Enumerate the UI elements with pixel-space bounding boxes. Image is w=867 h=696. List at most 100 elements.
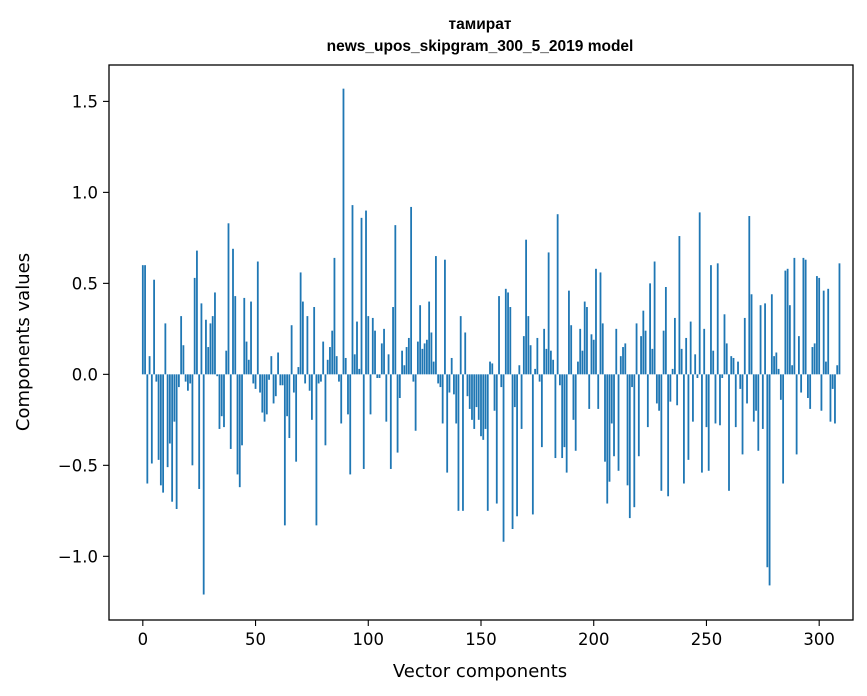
bar xyxy=(791,365,794,375)
x-axis-ticks: 0 50 100 150 200 250 300 xyxy=(138,620,835,649)
bar xyxy=(554,374,557,459)
bar xyxy=(829,374,832,422)
bar xyxy=(540,374,543,448)
bar xyxy=(261,374,264,413)
bar xyxy=(301,301,304,375)
bar xyxy=(180,316,183,375)
bar xyxy=(292,374,295,393)
bar xyxy=(678,236,681,375)
bar xyxy=(676,374,679,406)
bar xyxy=(502,374,505,542)
bar xyxy=(225,350,228,375)
bar xyxy=(198,374,201,489)
bar xyxy=(448,374,451,393)
bar xyxy=(664,287,667,375)
bar xyxy=(563,374,566,448)
bar xyxy=(250,301,252,375)
bar xyxy=(592,339,595,375)
bar xyxy=(516,374,518,517)
bar xyxy=(689,321,692,375)
bar xyxy=(430,332,433,375)
bar xyxy=(719,374,721,426)
bar xyxy=(635,323,638,375)
bar xyxy=(153,279,155,375)
bar xyxy=(209,323,212,375)
bar xyxy=(441,374,444,424)
bar xyxy=(196,250,198,375)
bar xyxy=(608,374,611,482)
bar xyxy=(162,374,165,493)
bar xyxy=(565,374,568,473)
bar xyxy=(432,361,435,375)
bar xyxy=(371,317,374,375)
bar xyxy=(556,214,559,375)
bar xyxy=(802,257,805,375)
bar xyxy=(741,374,744,455)
y-tick-label: −0.5 xyxy=(58,456,98,475)
bar xyxy=(549,350,552,375)
bar xyxy=(403,365,406,375)
bar xyxy=(349,374,352,475)
bar xyxy=(831,374,834,389)
bar xyxy=(277,352,279,375)
bar xyxy=(662,330,665,375)
bar xyxy=(358,368,361,375)
bar xyxy=(766,374,769,568)
bar xyxy=(507,292,509,375)
bar xyxy=(187,374,189,391)
bar xyxy=(624,343,627,375)
bar xyxy=(574,374,577,451)
bar xyxy=(651,348,654,375)
bar xyxy=(818,277,821,375)
bar xyxy=(628,374,631,519)
bar xyxy=(378,374,381,378)
bar xyxy=(482,374,485,440)
bar xyxy=(268,374,270,380)
bar xyxy=(412,374,415,382)
bar xyxy=(410,206,413,375)
bar xyxy=(710,265,712,375)
bar xyxy=(435,256,437,375)
bar xyxy=(392,307,394,375)
bar xyxy=(419,305,422,375)
bar xyxy=(308,374,311,391)
bar xyxy=(604,374,606,462)
y-axis-label: Components values xyxy=(13,253,34,431)
bar xyxy=(295,374,298,462)
bar xyxy=(439,374,442,388)
bar xyxy=(732,357,735,375)
bar xyxy=(579,328,582,375)
bar xyxy=(360,217,363,375)
chart-subtitle: news_upos_skipgram_300_5_2019 model xyxy=(327,38,634,55)
bar xyxy=(281,374,284,386)
bar xyxy=(538,374,541,382)
bar xyxy=(570,325,573,375)
x-tick-label: 50 xyxy=(245,630,266,649)
bar xyxy=(518,365,521,375)
bar xyxy=(214,292,216,375)
bar xyxy=(173,374,176,422)
bar xyxy=(617,374,620,471)
bar xyxy=(511,374,514,530)
bar xyxy=(696,374,699,378)
bar xyxy=(721,374,724,378)
bar xyxy=(757,374,760,451)
x-tick-label: 200 xyxy=(578,630,610,649)
bar xyxy=(572,374,575,420)
bar xyxy=(155,374,158,382)
bar xyxy=(655,374,658,404)
bar xyxy=(701,374,703,473)
bar xyxy=(335,356,338,375)
bar xyxy=(385,374,388,422)
bar xyxy=(342,88,345,375)
bar xyxy=(369,374,372,415)
bar xyxy=(396,374,399,453)
bar xyxy=(232,248,234,375)
bar xyxy=(157,374,160,460)
bar xyxy=(716,263,719,375)
bar xyxy=(489,361,491,375)
bar xyxy=(633,374,636,508)
bar xyxy=(816,276,818,375)
bar xyxy=(480,374,482,437)
